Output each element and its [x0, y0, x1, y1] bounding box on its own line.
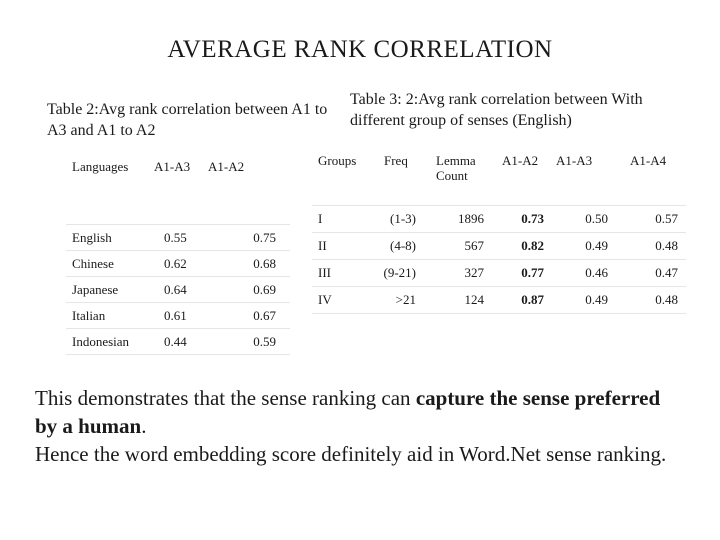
- table3-cell-a1-a4: 0.48: [616, 286, 686, 314]
- table3-cell-a1-a3: 0.46: [552, 259, 616, 287]
- table3-cell-a1-a2: 0.87: [492, 286, 552, 314]
- table-row: IV >21 124 0.87 0.49 0.48: [312, 286, 686, 314]
- conclusion-text-start: This demonstrates that the sense ranking…: [35, 386, 416, 410]
- table3-cell-freq: (9-21): [372, 259, 430, 287]
- table3-cell-lemma-count: 567: [430, 232, 492, 260]
- conclusion-emphasis: capture the sense preferred by a human: [35, 386, 661, 438]
- table2-cell-a1-a2: 0.59: [202, 328, 290, 355]
- table-row: Japanese 0.64 0.69: [66, 276, 290, 303]
- table3-header-row: Groups Freq Lemma Count A1-A2 A1-A3 A1-A…: [312, 153, 686, 206]
- table-row: I (1-3) 1896 0.73 0.50 0.57: [312, 205, 686, 233]
- table2-cell-a1-a3: 0.61: [150, 302, 202, 329]
- table3-header-a1-a2: A1-A2: [502, 153, 539, 168]
- table-row: English 0.55 0.75: [66, 224, 290, 251]
- conclusion-paragraph-1: This demonstrates that the sense ranking…: [35, 384, 685, 440]
- table-row: Chinese 0.62 0.68: [66, 250, 290, 277]
- table3-cell-a1-a3: 0.49: [552, 286, 616, 314]
- table3-cell-a1-a4: 0.57: [616, 205, 686, 233]
- table2-header-a1-a3: A1-A3: [154, 159, 191, 174]
- table-row: Indonesian 0.44 0.59: [66, 328, 290, 355]
- table3-caption: Table 3: 2:Avg rank correlation between …: [350, 91, 643, 129]
- table2-cell-language: Indonesian: [66, 328, 150, 355]
- table3-cell-freq: (4-8): [372, 232, 430, 260]
- table-row: Italian 0.61 0.67: [66, 302, 290, 329]
- table2-cell-a1-a2: 0.69: [202, 276, 290, 303]
- table3-cell-group: IV: [312, 286, 372, 314]
- table2-cell-a1-a2: 0.67: [202, 302, 290, 329]
- table2-cell-a1-a2: 0.68: [202, 250, 290, 277]
- table2-caption: Table 2:Avg rank correlation between A1 …: [47, 101, 328, 139]
- table3-cell-a1-a3: 0.49: [552, 232, 616, 260]
- table2-cell-a1-a2: 0.75: [202, 224, 290, 251]
- table3-cell-lemma-count: 124: [430, 286, 492, 314]
- table3-cell-group: II: [312, 232, 372, 260]
- slide-title: AVERAGE RANK CORRELATION: [167, 36, 553, 63]
- table-row: II (4-8) 567 0.82 0.49 0.48: [312, 232, 686, 260]
- table2-header-row: Languages A1-A3 A1-A2: [66, 153, 290, 225]
- table3-cell-lemma-count: 327: [430, 259, 492, 287]
- conclusion-paragraph-2: Hence the word embedding score definitel…: [35, 442, 667, 466]
- table3-cell-freq: >21: [372, 286, 430, 314]
- table3-header-groups: Groups: [318, 153, 357, 168]
- table2-cell-language: Chinese: [66, 250, 150, 277]
- table3-cell-a1-a2: 0.77: [492, 259, 552, 287]
- table2-cell-a1-a3: 0.44: [150, 328, 202, 355]
- table3-cell-a1-a2: 0.73: [492, 205, 552, 233]
- table3-cell-a1-a3: 0.50: [552, 205, 616, 233]
- table3-cell-lemma-count: 1896: [430, 205, 492, 233]
- table3-cell-group: I: [312, 205, 372, 233]
- table2: Languages A1-A3 A1-A2 English 0.55 0.75 …: [66, 153, 290, 355]
- table2-cell-language: English: [66, 224, 150, 251]
- table2-cell-a1-a3: 0.64: [150, 276, 202, 303]
- table3-cell-group: III: [312, 259, 372, 287]
- conclusion-text: This demonstrates that the sense ranking…: [35, 384, 685, 468]
- table3-cell-a1-a4: 0.47: [616, 259, 686, 287]
- table3-header-freq: Freq: [384, 153, 408, 168]
- table2-cell-a1-a3: 0.55: [150, 224, 202, 251]
- table2-header-a1-a2: A1-A2: [208, 159, 245, 174]
- table3-cell-a1-a4: 0.48: [616, 232, 686, 260]
- table3-header-a1-a3: A1-A3: [556, 153, 593, 168]
- table2-cell-language: Japanese: [66, 276, 150, 303]
- conclusion-text-end: .: [141, 414, 147, 438]
- table2-cell-a1-a3: 0.62: [150, 250, 202, 277]
- table3-cell-freq: (1-3): [372, 205, 430, 233]
- table3-header-a1-a4: A1-A4: [630, 153, 667, 168]
- table3-cell-a1-a2: 0.82: [492, 232, 552, 260]
- table-row: III (9-21) 327 0.77 0.46 0.47: [312, 259, 686, 287]
- table3: Groups Freq Lemma Count A1-A2 A1-A3 A1-A…: [312, 153, 686, 314]
- table2-header-languages: Languages: [72, 159, 129, 174]
- table3-header-lemma-count: Lemma Count: [436, 153, 476, 183]
- table2-cell-language: Italian: [66, 302, 150, 329]
